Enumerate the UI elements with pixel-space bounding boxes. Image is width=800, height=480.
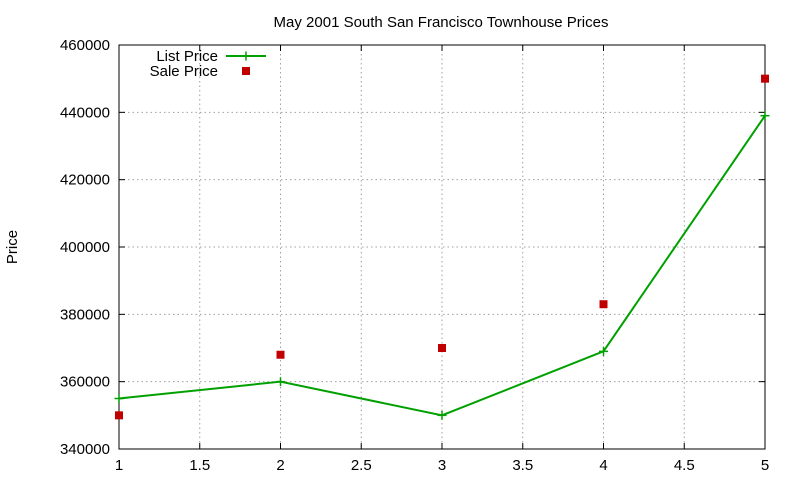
- legend-marker-list-price: [241, 51, 251, 61]
- x-tick-label: 3.5: [512, 457, 533, 474]
- y-tick-label: 440000: [60, 104, 110, 121]
- x-tick-label: 4: [599, 457, 607, 474]
- x-tick-label: 3: [438, 457, 446, 474]
- sale-price-point: [115, 411, 123, 420]
- sale-price-point: [276, 350, 285, 359]
- x-tick-label: 2.5: [351, 457, 372, 474]
- legend-label-list-price: List Price: [156, 48, 218, 65]
- series-layer: [114, 74, 770, 420]
- legend-marker-sale-price: [242, 67, 250, 75]
- x-tick-label: 2: [276, 457, 284, 474]
- legend-label-sale-price: Sale Price: [150, 63, 218, 80]
- sale-price-point: [761, 74, 769, 83]
- y-tick-label: 360000: [60, 374, 110, 391]
- sale-price-point: [438, 344, 446, 352]
- list-price-point: [276, 377, 285, 387]
- sale-price-point: [599, 300, 608, 309]
- list-price-point: [437, 410, 447, 420]
- x-tick-label: 5: [761, 457, 769, 474]
- list-price-point: [760, 111, 770, 121]
- y-tick-label: 420000: [60, 172, 110, 189]
- y-tick-label: 340000: [60, 441, 110, 458]
- y-tick-label: 380000: [60, 306, 110, 323]
- y-tick-label: 460000: [60, 37, 110, 54]
- x-tick-label: 1.5: [189, 457, 210, 474]
- y-tick-label: 400000: [60, 239, 110, 256]
- axis-ticks: 1 1.5 2 2.5 3 3.5 4 4.5 5 340000 360000 380000 40000…: [60, 37, 769, 474]
- x-tick-label: 1: [115, 457, 123, 474]
- y-axis-label: Price: [4, 230, 21, 264]
- x-tick-label: 4.5: [674, 457, 695, 474]
- list-price-point: [599, 346, 608, 356]
- list-price-point: [114, 394, 124, 403]
- chart-title: May 2001 South San Francisco Townhouse P…: [274, 14, 609, 31]
